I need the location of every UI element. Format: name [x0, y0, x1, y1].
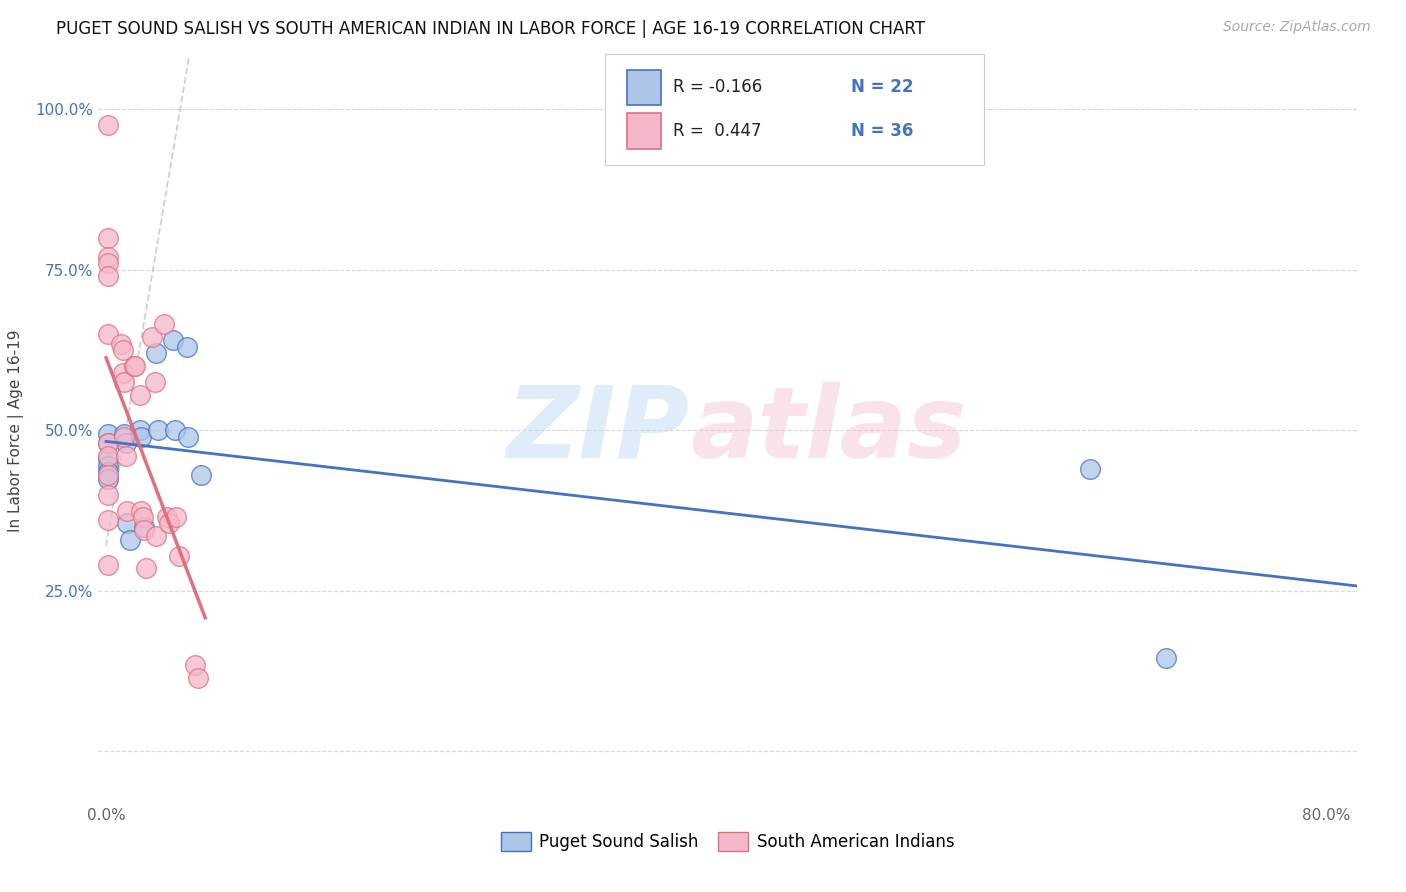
Point — [97, 436, 120, 450]
Point — [110, 336, 132, 351]
Point — [165, 510, 187, 524]
Point — [134, 523, 156, 537]
Point — [97, 465, 120, 479]
Point — [183, 657, 205, 672]
Text: R =  0.447: R = 0.447 — [673, 122, 762, 140]
Point — [97, 452, 120, 467]
Point — [97, 468, 120, 483]
Point — [190, 468, 212, 483]
Point — [146, 424, 169, 438]
Point — [122, 359, 145, 374]
Point — [97, 256, 120, 270]
Point — [128, 388, 150, 402]
Point — [177, 430, 200, 444]
Point — [145, 529, 167, 543]
Point — [117, 503, 139, 517]
Point — [112, 376, 135, 390]
Text: ZIP: ZIP — [506, 382, 690, 479]
Point — [135, 561, 157, 575]
Point — [97, 513, 120, 527]
Point — [115, 449, 138, 463]
Point — [97, 436, 120, 450]
Point — [129, 503, 152, 517]
Point — [120, 533, 142, 547]
Point — [124, 359, 146, 374]
Point — [141, 330, 163, 344]
Point — [97, 449, 120, 463]
Point — [156, 510, 179, 524]
Point — [131, 510, 153, 524]
Point — [97, 558, 120, 573]
Point — [97, 426, 120, 441]
Legend: Puget Sound Salish, South American Indians: Puget Sound Salish, South American India… — [494, 825, 962, 858]
Point — [97, 327, 120, 342]
Point — [176, 340, 198, 354]
Point — [145, 346, 167, 360]
Text: N = 36: N = 36 — [851, 122, 912, 140]
Point — [117, 516, 139, 531]
Point — [111, 343, 134, 358]
Point — [163, 424, 186, 438]
Text: Source: ZipAtlas.com: Source: ZipAtlas.com — [1223, 20, 1371, 34]
Point — [153, 318, 176, 332]
Point — [134, 519, 156, 533]
Text: R = -0.166: R = -0.166 — [673, 78, 762, 96]
Point — [143, 376, 166, 390]
Point — [97, 119, 120, 133]
Point — [187, 671, 209, 685]
Point — [1078, 462, 1101, 476]
Point — [97, 471, 120, 485]
Point — [97, 250, 120, 264]
Point — [112, 430, 135, 444]
Point — [162, 334, 184, 348]
Point — [97, 487, 120, 501]
Point — [128, 424, 150, 438]
Point — [1154, 651, 1177, 665]
Point — [115, 436, 138, 450]
Y-axis label: In Labor Force | Age 16-19: In Labor Force | Age 16-19 — [8, 329, 24, 532]
Point — [111, 366, 134, 380]
Point — [97, 269, 120, 284]
Text: PUGET SOUND SALISH VS SOUTH AMERICAN INDIAN IN LABOR FORCE | AGE 16-19 CORRELATI: PUGET SOUND SALISH VS SOUTH AMERICAN IND… — [56, 20, 925, 37]
Text: atlas: atlas — [690, 382, 966, 479]
Point — [97, 458, 120, 473]
Point — [112, 426, 135, 441]
Point — [157, 516, 180, 531]
Text: N = 22: N = 22 — [851, 78, 912, 96]
Point — [167, 549, 190, 563]
Point — [129, 430, 152, 444]
Point — [97, 231, 120, 245]
